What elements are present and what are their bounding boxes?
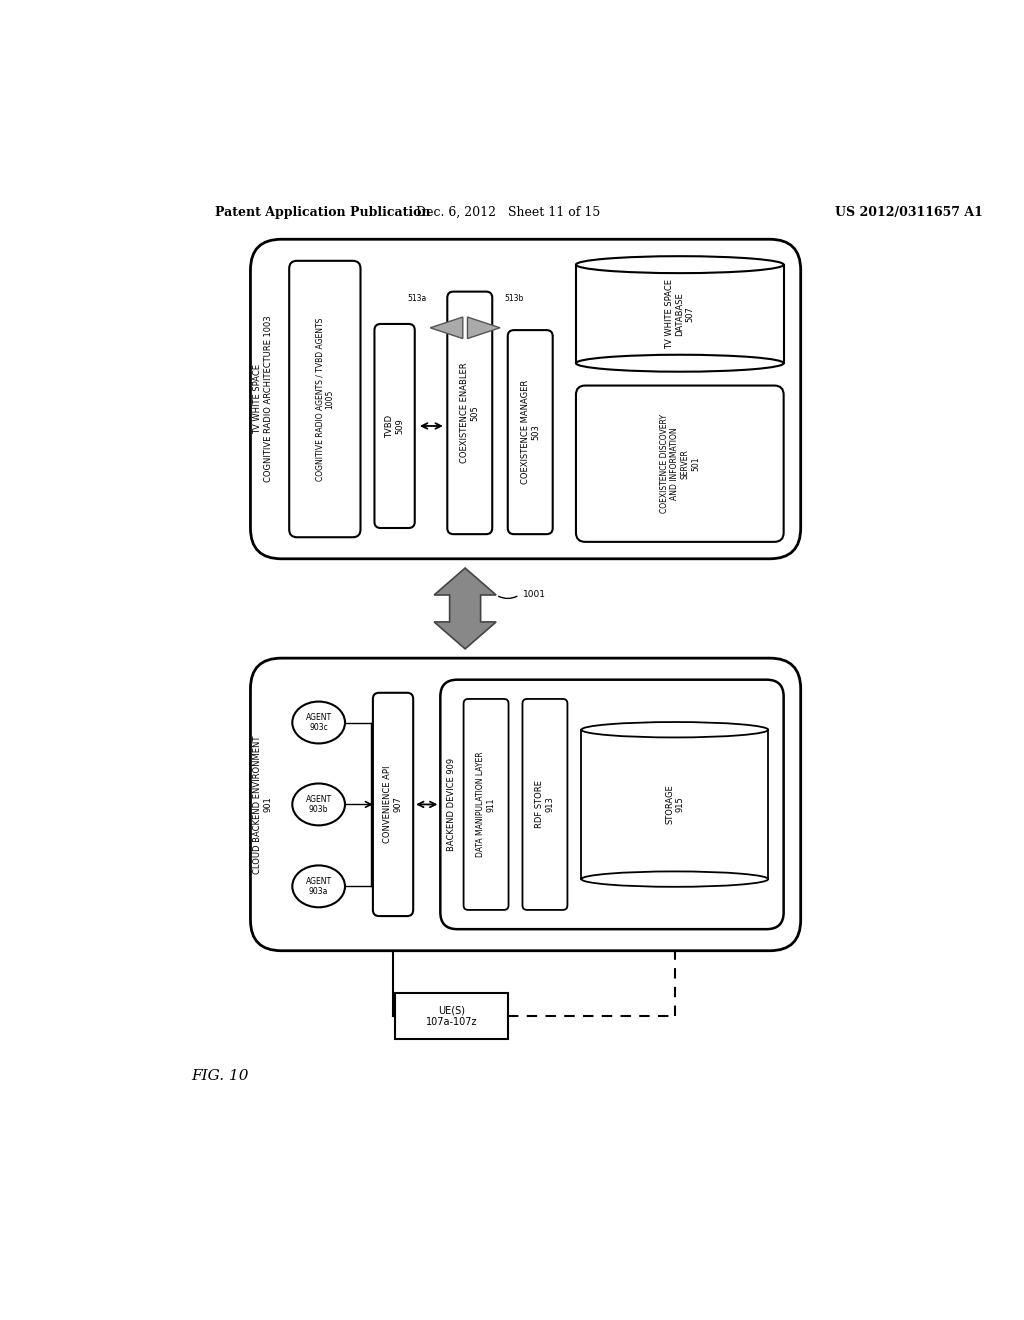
FancyBboxPatch shape	[251, 239, 801, 558]
FancyBboxPatch shape	[575, 385, 783, 543]
Ellipse shape	[292, 701, 345, 743]
Text: DATA MANIPULATION LAYER
911: DATA MANIPULATION LAYER 911	[476, 751, 496, 857]
Ellipse shape	[582, 871, 768, 887]
Text: COEXISTENCE ENABLER
505: COEXISTENCE ENABLER 505	[460, 363, 479, 463]
Text: AGENT
903b: AGENT 903b	[305, 795, 332, 814]
FancyBboxPatch shape	[522, 700, 567, 909]
Text: FIG. 10: FIG. 10	[191, 1069, 249, 1082]
Text: 513b: 513b	[504, 294, 523, 304]
Polygon shape	[434, 568, 496, 649]
Text: TVBD
509: TVBD 509	[385, 414, 404, 437]
Text: COEXISTENCE DISCOVERY
AND INFORMATION
SERVER
501: COEXISTENCE DISCOVERY AND INFORMATION SE…	[659, 414, 699, 513]
Text: 1001: 1001	[523, 590, 546, 599]
Text: STORAGE
915: STORAGE 915	[665, 784, 684, 824]
Polygon shape	[467, 317, 500, 339]
FancyBboxPatch shape	[464, 700, 509, 909]
FancyBboxPatch shape	[251, 659, 801, 950]
Ellipse shape	[575, 355, 783, 372]
Text: AGENT
903c: AGENT 903c	[305, 713, 332, 733]
Polygon shape	[430, 317, 463, 339]
Bar	[575, 264, 783, 363]
Ellipse shape	[292, 784, 345, 825]
Text: Patent Application Publication: Patent Application Publication	[215, 206, 430, 219]
Text: BACKEND DEVICE 909: BACKEND DEVICE 909	[446, 758, 456, 851]
Text: TV WHITE SPACE
DATABASE
507: TV WHITE SPACE DATABASE 507	[665, 279, 694, 348]
Text: COGNITIVE RADIO AGENTS / TVBD AGENTS
1005: COGNITIVE RADIO AGENTS / TVBD AGENTS 100…	[315, 317, 335, 480]
Text: Dec. 6, 2012   Sheet 11 of 15: Dec. 6, 2012 Sheet 11 of 15	[416, 206, 600, 219]
Text: CONVENIENCE API
907: CONVENIENCE API 907	[383, 766, 402, 843]
Text: RDF STORE
913: RDF STORE 913	[536, 780, 555, 829]
Text: AGENT
903a: AGENT 903a	[305, 876, 332, 896]
Text: TV WHITE SPACE
COGNITIVE RADIO ARCHITECTURE 1003: TV WHITE SPACE COGNITIVE RADIO ARCHITECT…	[253, 315, 272, 482]
Text: US 2012/0311657 A1: US 2012/0311657 A1	[835, 206, 983, 219]
FancyBboxPatch shape	[447, 292, 493, 535]
FancyBboxPatch shape	[289, 261, 360, 537]
Text: CLOUD BACKEND ENVIRONMENT
901: CLOUD BACKEND ENVIRONMENT 901	[253, 735, 272, 874]
Bar	[395, 993, 508, 1039]
Ellipse shape	[292, 866, 345, 907]
FancyBboxPatch shape	[375, 323, 415, 528]
Ellipse shape	[575, 256, 783, 273]
Ellipse shape	[582, 722, 768, 738]
Text: UE(S)
107a-107z: UE(S) 107a-107z	[426, 1006, 477, 1027]
Text: 513a: 513a	[408, 294, 426, 304]
FancyBboxPatch shape	[508, 330, 553, 535]
Text: COEXISTENCE MANAGER
503: COEXISTENCE MANAGER 503	[520, 380, 540, 484]
FancyBboxPatch shape	[373, 693, 414, 916]
FancyBboxPatch shape	[440, 680, 783, 929]
